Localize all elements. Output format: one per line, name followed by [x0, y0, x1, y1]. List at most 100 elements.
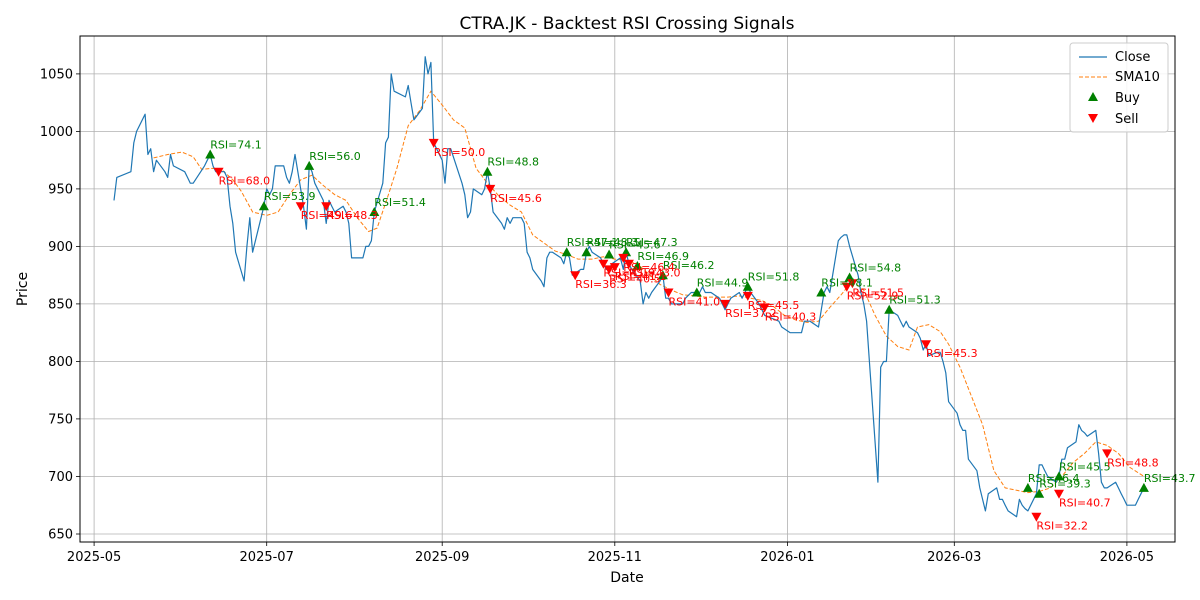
buy-rsi-label: RSI=39.3: [1039, 478, 1091, 491]
buy-rsi-label: RSI=47.3: [626, 236, 678, 249]
buy-marker: [369, 207, 380, 216]
sell-marker: [604, 265, 615, 275]
buy-marker: [1138, 482, 1149, 492]
sell-rsi-label: RSI=41.1: [615, 270, 667, 283]
x-tick-label: 2026-03: [927, 550, 981, 565]
x-tick-label: 2025-05: [67, 550, 121, 565]
sell-marker: [570, 271, 581, 281]
sell-marker: [847, 279, 858, 289]
buy-marker: [884, 304, 895, 314]
buy-rsi-label: RSI=54.8: [850, 262, 902, 275]
sell-marker: [1054, 489, 1064, 499]
buy-marker: [482, 166, 493, 176]
legend-sma10-label: SMA10: [1115, 70, 1160, 85]
sell-rsi-label: RSI=40.7: [1059, 497, 1111, 510]
y-tick-label: 850: [48, 297, 73, 312]
buy-rsi-label: RSI=45.5: [1059, 460, 1111, 473]
legend-sell-label: Sell: [1115, 112, 1138, 127]
sell-rsi-label: RSI=68.0: [219, 175, 271, 188]
x-tick-label: 2025-07: [240, 550, 294, 565]
close-line: [113, 56, 1145, 518]
buy-rsi-label: RSI=74.1: [210, 139, 262, 152]
buy-marker: [604, 249, 615, 259]
buy-marker: [1054, 471, 1064, 481]
y-tick-label: 1050: [40, 67, 73, 82]
buy-marker: [1022, 482, 1033, 492]
y-tick-label: 800: [48, 355, 73, 370]
legend-sell-marker: [1088, 114, 1098, 123]
axis-ticks: 650 700 750 800 850 900 950 1000 1050 2025-05 2025…: [40, 67, 1154, 565]
y-tick-label: 1000: [40, 125, 73, 140]
sell-marker: [618, 253, 629, 263]
sma10-series: [153, 90, 1145, 494]
legend-box: [1069, 42, 1169, 133]
sell-rsi-label: RSI=43.0: [629, 267, 681, 280]
buy-marker: [742, 281, 753, 291]
signal-annotations: RSI=74.1 RSI=53.9 RSI=56.0 RSI=51.4 RSI=48.8…: [210, 139, 1195, 533]
sell-rsi-label: RSI=52.9: [847, 290, 899, 303]
y-tick-label: 650: [48, 528, 73, 543]
chart-title: CTRA.JK - Backtest RSI Crossing Signals: [460, 14, 795, 34]
sell-marker: [841, 282, 852, 292]
sell-marker: [428, 138, 439, 148]
sma10-line: [153, 90, 1145, 494]
buy-rsi-label: RSI=44.9: [697, 277, 749, 290]
buy-marker: [258, 201, 269, 211]
buy-rsi-label: RSI=46.9: [637, 250, 689, 263]
sell-rsi-label: RSI=41.9: [603, 267, 655, 280]
sell-marker: [609, 263, 620, 273]
x-tick-label: 2025-11: [588, 550, 642, 565]
sell-marker: [598, 259, 609, 269]
sell-marker: [295, 202, 306, 212]
buy-rsi-label: RSI=51.3: [889, 294, 941, 307]
sell-marker: [485, 184, 496, 194]
sell-marker: [321, 202, 332, 212]
buy-marker: [1034, 488, 1045, 498]
buy-rsi-label: RSI=46.2: [663, 259, 715, 272]
sell-rsi-label: RSI=37.2: [725, 307, 777, 320]
x-axis-label: Date: [610, 570, 643, 586]
buy-marker: [691, 287, 702, 297]
buy-marker: [844, 272, 855, 282]
sell-marker: [742, 291, 753, 301]
y-axis-label: Price: [15, 272, 31, 306]
sell-rsi-label: RSI=45.6: [490, 192, 542, 205]
sell-rsi-label: RSI=36.3: [575, 278, 627, 291]
buy-marker: [304, 160, 315, 170]
legend: Close SMA10 Buy Sell: [1069, 42, 1169, 133]
sell-marker: [623, 259, 634, 269]
signal-markers: [205, 138, 1149, 522]
sell-rsi-label: RSI=40.5: [609, 272, 661, 285]
legend-close-label: Close: [1115, 50, 1150, 65]
sell-marker: [1031, 512, 1042, 522]
legend-buy-marker: [1088, 92, 1098, 101]
buy-rsi-label: RSI=53.9: [264, 190, 316, 203]
buy-marker: [581, 247, 592, 257]
buy-marker: [205, 149, 216, 159]
sell-marker: [213, 167, 224, 177]
x-tick-label: 2025-09: [415, 550, 469, 565]
legend-buy-label: Buy: [1115, 91, 1140, 106]
sell-marker: [1102, 449, 1113, 459]
sell-marker: [759, 303, 770, 313]
sell-rsi-label: RSI=49.6: [301, 209, 353, 222]
buy-rsi-label: RSI=48.3: [587, 236, 639, 249]
x-tick-label: 2026-05: [1100, 550, 1154, 565]
sell-marker: [921, 340, 931, 350]
grid: [80, 36, 1175, 542]
buy-marker: [632, 261, 643, 270]
buy-rsi-label: RSI=51.8: [748, 271, 800, 284]
buy-rsi-label: RSI=47.1: [567, 236, 619, 249]
buy-marker: [657, 270, 668, 280]
y-tick-label: 750: [48, 412, 73, 427]
sell-rsi-label: RSI=32.2: [1036, 520, 1088, 533]
buy-rsi-label: RSI=45.6: [609, 239, 661, 252]
y-tick-label: 950: [48, 182, 73, 197]
y-tick-label: 700: [48, 470, 73, 485]
y-tick-label: 900: [48, 240, 73, 255]
buy-rsi-label: RSI=43.7: [1144, 472, 1196, 485]
sell-rsi-label: RSI=51.5: [852, 286, 904, 299]
sell-rsi-label: RSI=46.4: [623, 261, 675, 274]
sell-rsi-label: RSI=45.5: [748, 299, 800, 312]
